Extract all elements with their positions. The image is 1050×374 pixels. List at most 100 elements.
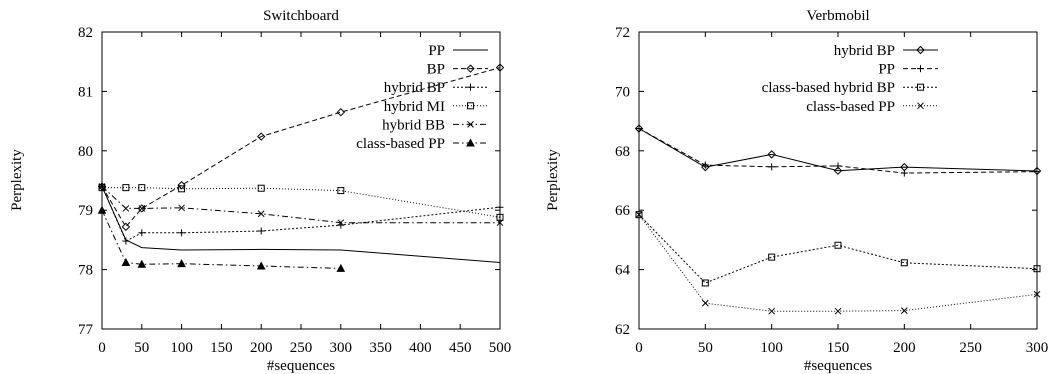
cross-marker-b bbox=[834, 307, 842, 315]
square-marker bbox=[98, 184, 106, 192]
y-tick-label: 80 bbox=[78, 144, 93, 160]
axis-ticks: 0 50 100 150 200 250 300 62 64 66 68 70 72 bbox=[615, 25, 1048, 356]
legend-label: BP bbox=[427, 62, 445, 78]
legend-label: PP bbox=[878, 62, 895, 78]
y-axis-label: Perplexity bbox=[545, 149, 561, 211]
x-tick-label: 0 bbox=[635, 340, 643, 356]
x-tick-label: 100 bbox=[170, 340, 193, 356]
square-marker bbox=[467, 102, 474, 110]
x-tick-label: 150 bbox=[827, 340, 850, 356]
x-axis-label: #sequences bbox=[804, 358, 872, 374]
square-marker bbox=[834, 241, 842, 249]
legend-entry-hybrid-mi: hybrid MI bbox=[384, 99, 488, 115]
diamond-marker bbox=[701, 162, 710, 172]
series-pp bbox=[101, 186, 501, 263]
series-hybrid-bp bbox=[98, 182, 504, 245]
cross-marker bbox=[917, 102, 924, 110]
series-line bbox=[638, 128, 1038, 172]
series-line bbox=[638, 214, 1038, 312]
legend-entry-pp: PP bbox=[428, 43, 488, 59]
legend-label: class-based hybrid BP bbox=[762, 80, 895, 96]
series-pp bbox=[635, 125, 1041, 177]
plus-marker bbox=[635, 125, 643, 133]
cross-marker-b bbox=[917, 102, 924, 110]
diamond-marker bbox=[466, 64, 475, 73]
x-tick-label: 350 bbox=[369, 340, 392, 356]
diamond-marker bbox=[336, 107, 346, 117]
legend-entry-hybrid-bb: hybrid BB bbox=[382, 117, 488, 133]
legend-label: PP bbox=[428, 43, 445, 59]
plus-marker bbox=[1033, 168, 1041, 176]
square-marker bbox=[1033, 265, 1041, 273]
cross-marker bbox=[900, 307, 908, 314]
diamond-marker bbox=[121, 222, 131, 232]
square-marker bbox=[337, 187, 345, 195]
cross-marker bbox=[467, 121, 474, 128]
triangle-marker bbox=[466, 138, 475, 147]
y-tick-label: 62 bbox=[615, 322, 630, 338]
cross-marker-b bbox=[496, 219, 504, 227]
cross-marker-b bbox=[122, 205, 130, 212]
square-marker bbox=[496, 213, 504, 221]
triangle-marker bbox=[97, 205, 107, 214]
x-tick-label: 250 bbox=[290, 340, 313, 356]
y-tick-label: 79 bbox=[78, 203, 93, 219]
switchboard-chart: Switchboard #sequences Perplexity 0 50 100… bbox=[9, 8, 511, 374]
series-hybrid-bb bbox=[98, 183, 504, 227]
x-tick-label: 50 bbox=[698, 340, 713, 356]
triangle-marker bbox=[256, 261, 266, 270]
legend-label: hybrid BB bbox=[382, 117, 445, 133]
square-marker bbox=[900, 259, 908, 267]
cross-marker-b bbox=[138, 205, 146, 212]
cross-marker bbox=[834, 307, 842, 315]
y-tick-label: 81 bbox=[78, 84, 93, 100]
plus-marker bbox=[834, 162, 842, 170]
legend-entry-class-based-hybrid-bp: class-based hybrid BP bbox=[762, 80, 938, 96]
cross-marker bbox=[178, 204, 185, 212]
y-tick-label: 64 bbox=[615, 263, 631, 279]
plus-marker bbox=[701, 161, 709, 169]
series-line bbox=[102, 187, 501, 218]
square-marker bbox=[701, 279, 709, 287]
cross-marker-b bbox=[1033, 290, 1041, 298]
legend-label: hybrid BP bbox=[834, 43, 895, 59]
cross-marker-b bbox=[98, 183, 106, 190]
legend-label: class-based PP bbox=[806, 99, 895, 115]
y-tick-label: 68 bbox=[615, 144, 630, 160]
chart-title: Switchboard bbox=[263, 8, 339, 24]
square-marker bbox=[917, 83, 924, 91]
cross-marker bbox=[496, 219, 504, 227]
square-marker bbox=[138, 184, 146, 192]
series-class-based-hybrid-bp bbox=[635, 211, 1041, 287]
x-tick-label: 200 bbox=[893, 340, 916, 356]
legend-label: hybrid MI bbox=[384, 99, 445, 115]
y-tick-label: 72 bbox=[615, 25, 630, 41]
series-class-based-pp bbox=[635, 211, 1041, 315]
axis-ticks: 0 50 100 150 200 250 300 350 400 450 500 77 78 79 80 81… bbox=[78, 25, 511, 356]
legend-entry-bp: BP bbox=[427, 62, 488, 78]
cross-marker-b bbox=[900, 307, 908, 314]
plus-marker bbox=[257, 227, 265, 235]
plus-marker bbox=[917, 65, 924, 73]
x-tick-label: 50 bbox=[134, 340, 149, 356]
legend-entry-hybrid-bp: hybrid BP bbox=[834, 43, 938, 59]
y-axis-label: Perplexity bbox=[9, 149, 25, 211]
series-hybrid-mi bbox=[98, 184, 504, 221]
plus-marker bbox=[122, 237, 130, 245]
plus-marker bbox=[138, 229, 146, 237]
series-line bbox=[638, 128, 1038, 174]
plot-frame bbox=[638, 31, 1038, 330]
square-marker bbox=[635, 211, 643, 219]
legend-label: hybrid BP bbox=[384, 80, 445, 96]
cross-marker-b bbox=[257, 210, 265, 218]
diamond-marker bbox=[495, 63, 505, 72]
plus-marker bbox=[900, 169, 908, 177]
series-line bbox=[101, 186, 500, 224]
x-tick-label: 0 bbox=[98, 340, 106, 356]
cross-marker bbox=[768, 307, 776, 315]
x-tick-label: 150 bbox=[210, 340, 233, 356]
x-tick-label: 450 bbox=[449, 340, 472, 356]
cross-marker bbox=[337, 219, 345, 227]
diamond-marker bbox=[833, 166, 843, 175]
